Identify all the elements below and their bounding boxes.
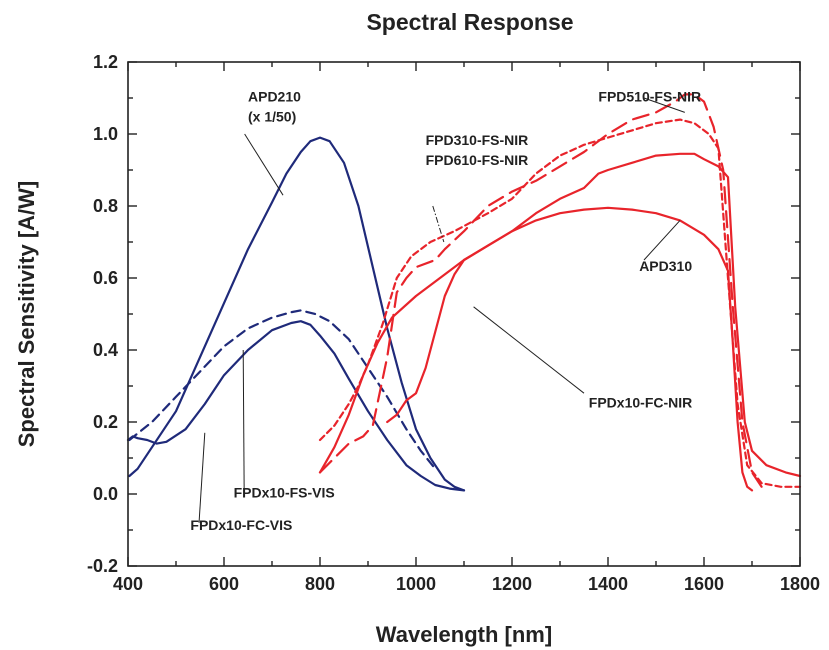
leader-fpdx10-fc-nir: [473, 306, 585, 394]
x-tick-label: 1800: [780, 574, 820, 594]
series-layer: [126, 93, 802, 492]
chart-title: Spectral Response: [366, 9, 573, 35]
plot-frame: [127, 61, 801, 567]
leader-apd310: [643, 220, 681, 261]
x-tick-label: 400: [113, 574, 143, 594]
y-tick-label: 0.0: [93, 484, 118, 504]
leader-apd210: [244, 133, 284, 196]
annotation-fpd510-fs-nir: FPD510-FS-NIR: [598, 89, 701, 105]
y-axis-title: Spectral Sensitivity [A/W]: [14, 181, 39, 448]
leader-fpdx10-fc-vis: [198, 432, 206, 523]
series-line-fpdx10-fc-vis: [126, 320, 466, 492]
y-tick-label: 0.6: [93, 268, 118, 288]
x-tick-label: 600: [209, 574, 239, 594]
y-tick-label: 1.0: [93, 124, 118, 144]
series-line-fpd310-610-fs-nir: [318, 118, 802, 488]
x-tick-label: 1400: [588, 574, 628, 594]
y-tick-label: 0.2: [93, 412, 118, 432]
leader-fpd510-fs-nir: [643, 97, 685, 113]
x-tick-label: 1200: [492, 574, 532, 594]
annotation-fpd310-610-fs-nir: FPD310-FS-NIR FPD610-FS-NIR: [426, 132, 529, 168]
annotation-layer: APD210 (x 1/50) FPD510-FS-NIR FPD310-FS-NIR…: [190, 89, 701, 533]
y-tick-label: 0.4: [93, 340, 118, 360]
annotation-apd310: APD310: [639, 258, 692, 274]
x-axis-title: Wavelength [nm]: [376, 622, 552, 647]
x-tick-label: 1600: [684, 574, 724, 594]
leader-fpdx10-fs-vis: [242, 349, 245, 491]
y-tick-label: 0.8: [93, 196, 118, 216]
series-line-fpdx10-fc-nir: [318, 152, 802, 478]
x-tick-label: 800: [305, 574, 335, 594]
annotation-fpdx10-fc-vis: FPDx10-FC-VIS: [190, 517, 292, 533]
leader-fpd310-610-fs-nir: [432, 205, 445, 243]
y-tick-label: -0.2: [87, 556, 118, 576]
series-line-fpdx10-fs-vis: [128, 309, 437, 470]
x-tick-label: 1000: [396, 574, 436, 594]
series-line-fpd510-fs-nir: [318, 93, 763, 488]
y-tick-label: 1.2: [93, 52, 118, 72]
annotation-fpdx10-fc-nir: FPDx10-FC-NIR: [589, 395, 692, 411]
series-line-apd210: [128, 136, 466, 492]
annotation-apd210: APD210 (x 1/50): [248, 89, 301, 125]
series-line-apd310: [386, 206, 754, 492]
annotation-fpdx10-fs-vis: FPDx10-FS-VIS: [234, 485, 335, 501]
axes: 400 600 800 1000 1200 1400 1600 1800 -0.2 0.0 0.2 0…: [87, 52, 820, 594]
